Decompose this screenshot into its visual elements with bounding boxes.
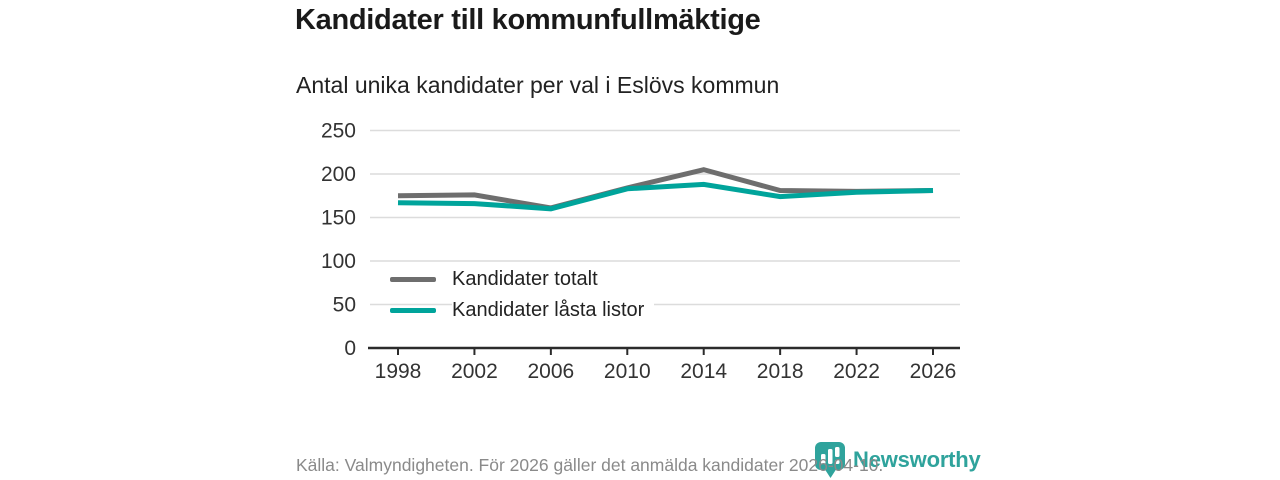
legend-line-swatch [390, 307, 436, 313]
svg-text:2002: 2002 [451, 360, 498, 383]
chart-subtitle: Antal unika kandidater per val i Eslövs … [296, 72, 780, 98]
legend-label: Kandidater låsta listor [452, 297, 655, 323]
legend-item: Kandidater totalt [390, 266, 654, 292]
svg-text:2006: 2006 [527, 360, 574, 383]
svg-text:2018: 2018 [757, 360, 804, 383]
newsworthy-chart-bubble-icon [815, 442, 845, 478]
source-note: Källa: Valmyndigheten. För 2026 gäller d… [296, 455, 884, 475]
legend-line-swatch [390, 276, 436, 282]
svg-text:200: 200 [321, 163, 356, 186]
svg-text:100: 100 [321, 250, 356, 273]
chart-legend: Kandidater totalt Kandidater låsta listor [390, 266, 655, 323]
newsworthy-wordmark: Newsworthy [853, 447, 981, 472]
newsworthy-logo: Newsworthy [814, 441, 981, 479]
svg-text:2014: 2014 [680, 360, 727, 383]
legend-item: Kandidater låsta listor [390, 297, 655, 323]
svg-text:2026: 2026 [910, 360, 957, 383]
svg-text:250: 250 [321, 120, 356, 143]
svg-text:2010: 2010 [604, 360, 651, 383]
svg-text:150: 150 [321, 207, 356, 230]
svg-text:2022: 2022 [833, 360, 880, 383]
legend-label: Kandidater totalt [452, 266, 608, 292]
svg-text:1998: 1998 [375, 360, 422, 383]
svg-text:50: 50 [333, 294, 356, 317]
svg-text:0: 0 [344, 337, 356, 360]
chart-title: Kandidater till kommunfullmäktige [295, 4, 761, 36]
